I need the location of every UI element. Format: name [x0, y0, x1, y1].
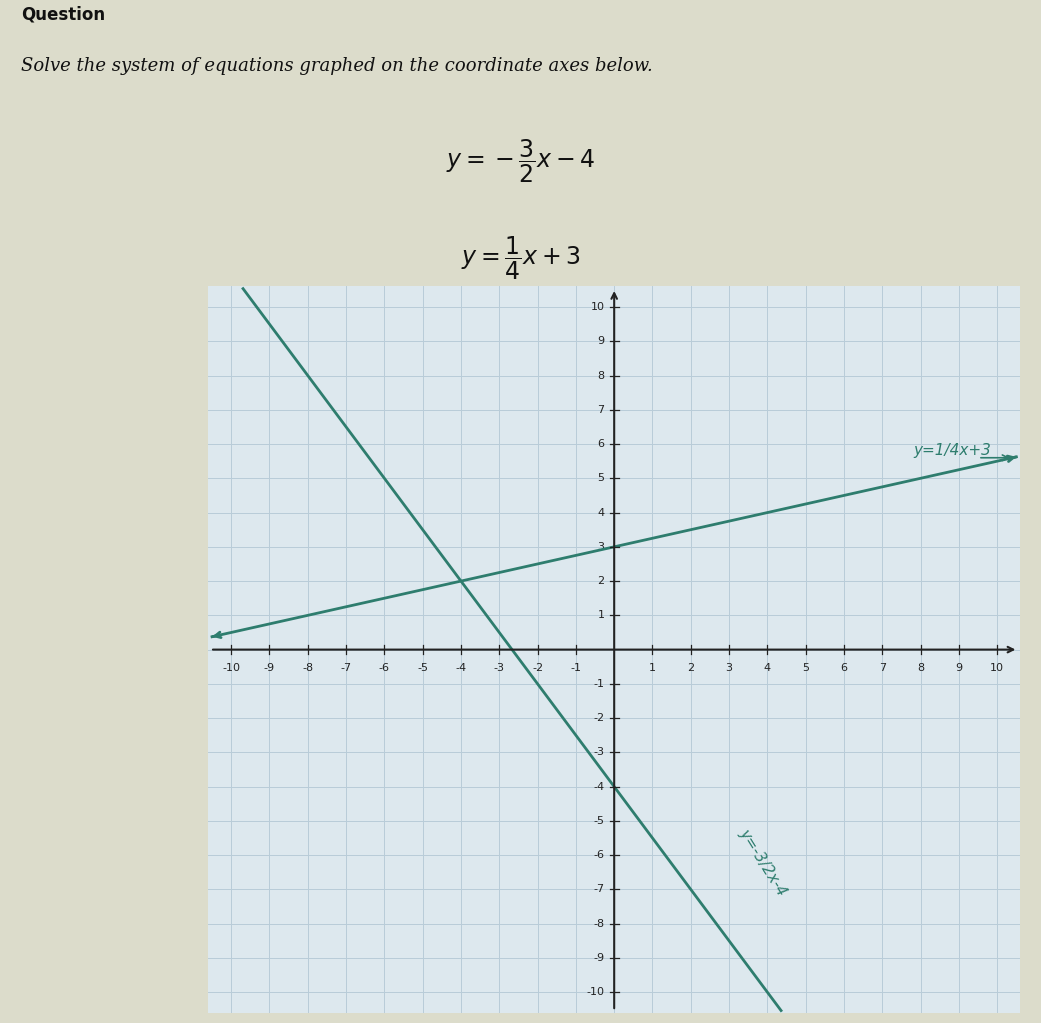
Text: 5: 5 — [598, 474, 605, 483]
Text: -9: -9 — [593, 953, 605, 963]
Text: y=-3/2x-4: y=-3/2x-4 — [737, 826, 790, 898]
Text: $y = -\dfrac{3}{2}x - 4$: $y = -\dfrac{3}{2}x - 4$ — [446, 137, 595, 185]
Text: 10: 10 — [990, 663, 1005, 673]
Text: -4: -4 — [593, 782, 605, 792]
Text: 6: 6 — [598, 439, 605, 449]
Text: Solve the system of equations graphed on the coordinate axes below.: Solve the system of equations graphed on… — [21, 57, 653, 76]
Text: 8: 8 — [598, 370, 605, 381]
Text: 10: 10 — [590, 302, 605, 312]
Text: -7: -7 — [340, 663, 352, 673]
Text: 3: 3 — [726, 663, 733, 673]
Text: 4: 4 — [598, 507, 605, 518]
Text: -4: -4 — [455, 663, 466, 673]
Text: -6: -6 — [593, 850, 605, 860]
Text: 8: 8 — [917, 663, 924, 673]
Text: 1: 1 — [598, 611, 605, 620]
Text: 7: 7 — [598, 405, 605, 414]
Text: -8: -8 — [593, 919, 605, 929]
Text: 3: 3 — [598, 542, 605, 551]
Text: -3: -3 — [593, 748, 605, 757]
Text: 2: 2 — [687, 663, 694, 673]
Text: 2: 2 — [598, 576, 605, 586]
Text: -3: -3 — [493, 663, 505, 673]
Text: 9: 9 — [956, 663, 963, 673]
Text: 4: 4 — [764, 663, 771, 673]
Text: 6: 6 — [840, 663, 847, 673]
Text: 7: 7 — [879, 663, 886, 673]
Text: 5: 5 — [803, 663, 809, 673]
Text: -10: -10 — [222, 663, 240, 673]
Text: -10: -10 — [587, 987, 605, 997]
Text: y=1/4x+3: y=1/4x+3 — [913, 443, 991, 458]
Text: -5: -5 — [593, 816, 605, 826]
Text: -2: -2 — [593, 713, 605, 723]
Text: -5: -5 — [417, 663, 428, 673]
Text: -6: -6 — [379, 663, 390, 673]
Text: -7: -7 — [593, 885, 605, 894]
Text: -9: -9 — [264, 663, 275, 673]
Text: -1: -1 — [570, 663, 581, 673]
Text: $y = \dfrac{1}{4}x + 3$: $y = \dfrac{1}{4}x + 3$ — [461, 235, 580, 282]
Text: -8: -8 — [302, 663, 313, 673]
Text: -2: -2 — [532, 663, 543, 673]
Text: Question: Question — [21, 6, 105, 24]
Text: -1: -1 — [593, 679, 605, 688]
Text: 1: 1 — [649, 663, 656, 673]
Text: 9: 9 — [598, 337, 605, 346]
